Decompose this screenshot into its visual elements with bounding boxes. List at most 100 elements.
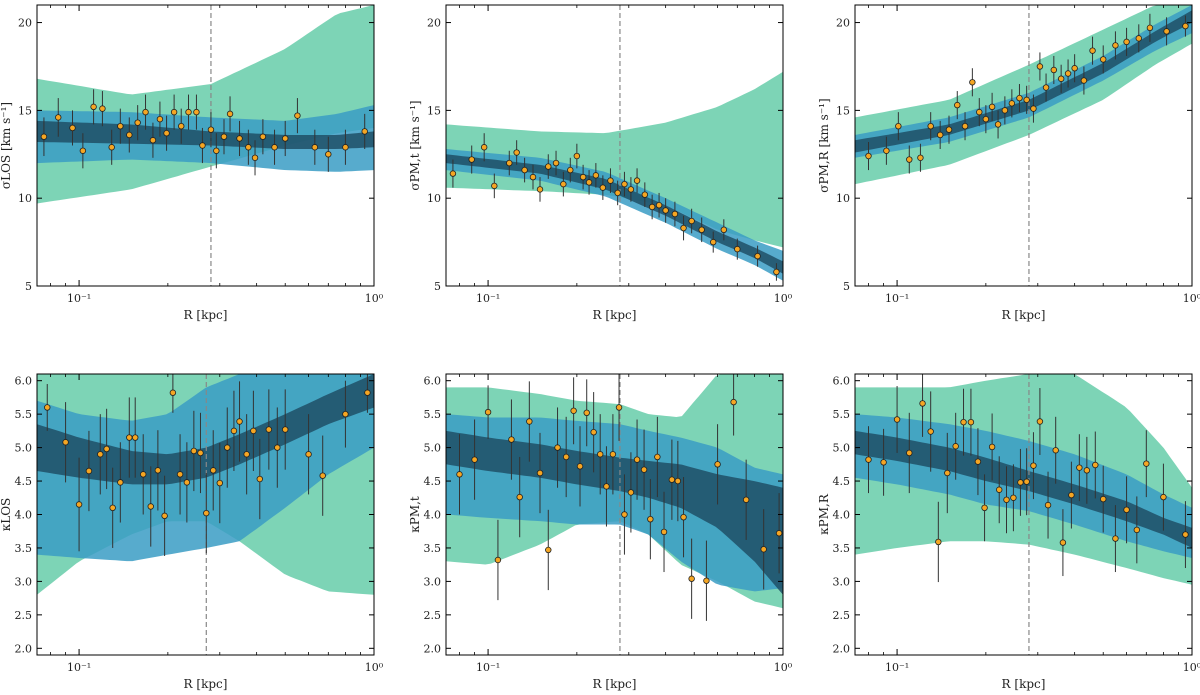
data-point [994,121,1002,128]
plot-area [855,5,1192,286]
data-point [641,191,649,198]
data-point [1089,47,1096,54]
data-point [361,128,368,135]
data-point [1133,526,1141,534]
data-point [536,186,544,193]
y-tick-label: 5 [843,280,850,293]
data-point [545,163,552,170]
data-point [720,226,728,233]
data-point [294,112,301,119]
y-tick-label: 4.5 [424,475,442,488]
data-point [585,179,593,186]
data-point [688,217,695,225]
data-point [742,496,750,503]
data-point [491,182,498,190]
y-axis-label: κLOS [0,498,13,532]
data-point [590,429,597,436]
data-point [256,475,264,483]
y-tick-label: 5.5 [833,408,851,421]
data-point [621,511,628,518]
y-tick-label: 3.5 [424,542,442,555]
data-point [567,166,574,174]
x-tick-label: 10⁰ [1183,661,1200,674]
data-point [974,458,982,465]
data-point [1146,24,1154,32]
data-point [85,467,93,475]
data-point [1100,495,1107,503]
data-point [44,404,51,411]
data-point [893,416,901,423]
data-point [342,144,349,151]
data-point [484,408,492,416]
data-point [1080,77,1088,84]
data-point [1059,539,1067,546]
band-navy [446,154,783,274]
data-point [1083,467,1091,474]
data-point [545,546,552,554]
y-tick-label: 2.5 [424,609,442,622]
data-point [1044,501,1052,509]
y-tick-label: 4.0 [833,509,851,522]
data-point [662,207,669,214]
data-point [592,172,600,179]
data-point [449,170,457,177]
x-tick-label: 10⁻¹ [476,661,500,674]
y-axis-label: κPM,R [817,493,831,535]
data-point [149,137,157,144]
data-point [513,149,520,156]
data-point [325,151,332,158]
y-tick-label: 6.0 [833,375,851,388]
data-point [236,135,243,142]
data-point [865,456,872,463]
data-point [599,184,607,191]
data-point [554,444,561,451]
x-tick-label: 10⁰ [774,292,793,305]
data-point [597,451,604,458]
data-point [147,503,154,510]
data-point [311,144,319,151]
data-point [213,147,220,154]
y-tick-label: 3.0 [15,575,33,588]
y-axis-label: σPM,R [km s⁻¹] [817,98,831,192]
y-tick-label: 20 [836,17,850,30]
data-point [90,103,97,111]
plot-area [446,5,783,286]
band-navy [446,430,783,595]
data-point [99,105,106,112]
y-tick-label: 2.5 [15,609,33,622]
data-point [775,530,783,537]
y-tick-label: 3.0 [833,575,851,588]
data-point [75,501,83,508]
x-axis-label: R [kpc] [1002,308,1046,322]
data-point [1182,531,1189,538]
data-point [562,453,570,461]
data-point [342,410,349,418]
y-tick-label: 4.5 [15,475,33,488]
data-point [169,389,177,396]
x-tick-label: 10⁻¹ [885,292,909,305]
x-axis-label: R [kpc] [184,308,228,322]
data-point [1182,22,1189,30]
data-point [627,489,635,496]
data-point [603,483,610,490]
data-point [1163,28,1170,35]
data-point [156,115,164,123]
data-point [154,467,162,474]
data-point [988,443,996,451]
data-point [536,469,544,477]
axes-frame [854,4,1193,287]
data-point [919,400,926,407]
data-point [79,147,87,154]
data-point [1068,491,1075,499]
data-point [259,133,267,140]
data-point [183,479,191,486]
data-point [282,426,289,433]
data-point [1071,65,1078,72]
data-point [220,133,228,140]
data-point [224,444,231,451]
data-point [969,79,976,86]
data-point [1050,66,1058,74]
data-point [698,226,705,233]
y-tick-label: 4.0 [424,509,442,522]
